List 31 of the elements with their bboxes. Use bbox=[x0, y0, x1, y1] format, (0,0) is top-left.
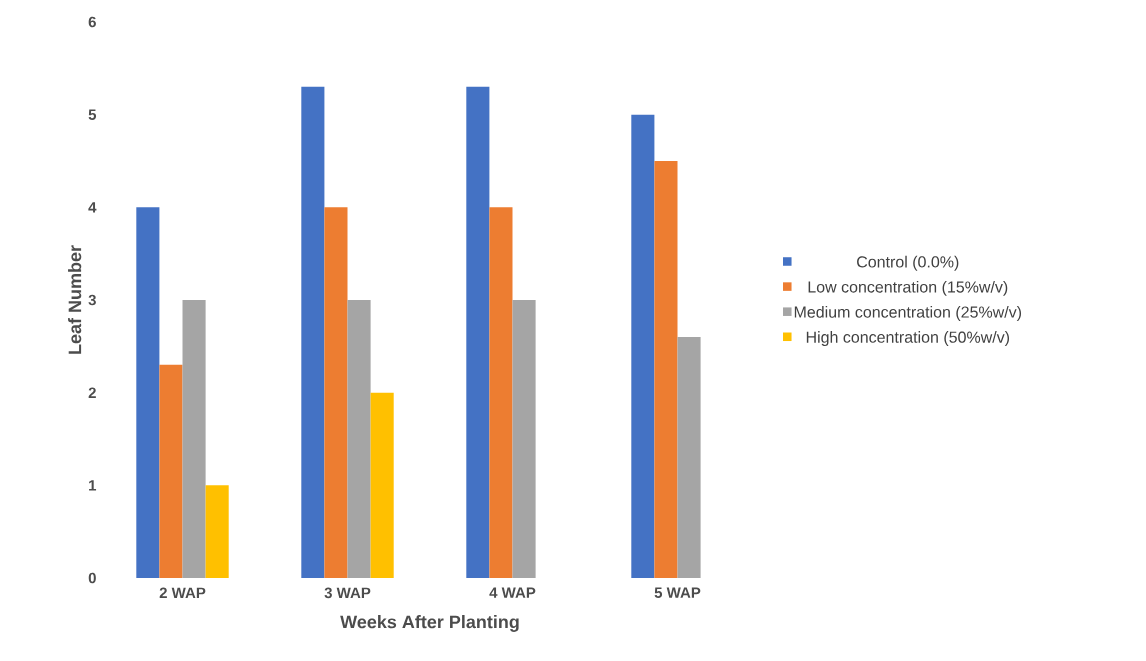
bar bbox=[301, 86, 325, 578]
bar bbox=[159, 364, 183, 578]
bar bbox=[489, 207, 513, 578]
y-tick-label: 5 bbox=[88, 109, 97, 120]
legend-label: Medium concentration (25%w/v) bbox=[794, 305, 1022, 321]
x-tick-label: 5 WAP bbox=[654, 587, 701, 598]
y-axis-title: Leaf Number bbox=[68, 245, 82, 354]
y-tick-label: 1 bbox=[89, 480, 97, 491]
y-tick-label: 2 bbox=[88, 387, 96, 398]
bar bbox=[370, 392, 394, 578]
bar bbox=[205, 485, 229, 578]
x-tick-label: 3 WAP bbox=[324, 587, 371, 599]
x-tick-label: 4 WAP bbox=[489, 587, 536, 598]
bar bbox=[631, 114, 655, 578]
bar bbox=[136, 207, 160, 578]
y-tick-label: 6 bbox=[88, 16, 96, 28]
bar bbox=[677, 337, 701, 578]
y-tick-label: 3 bbox=[88, 294, 96, 306]
bar bbox=[324, 207, 348, 578]
legend-label: Low concentration (15%w/v) bbox=[808, 280, 1008, 296]
bar bbox=[347, 299, 371, 578]
x-axis-title: Weeks After Planting bbox=[340, 615, 519, 632]
bar bbox=[512, 299, 536, 578]
y-tick-label: 0 bbox=[88, 572, 96, 584]
y-tick-label: 4 bbox=[88, 202, 97, 213]
text: Control (0.0%) bbox=[857, 255, 959, 271]
legend-label: High concentration (50%w/v) bbox=[806, 331, 1010, 346]
x-tick-label: 2 WAP bbox=[159, 587, 206, 598]
bar bbox=[182, 299, 206, 578]
bar bbox=[466, 86, 490, 578]
bar bbox=[654, 160, 678, 578]
